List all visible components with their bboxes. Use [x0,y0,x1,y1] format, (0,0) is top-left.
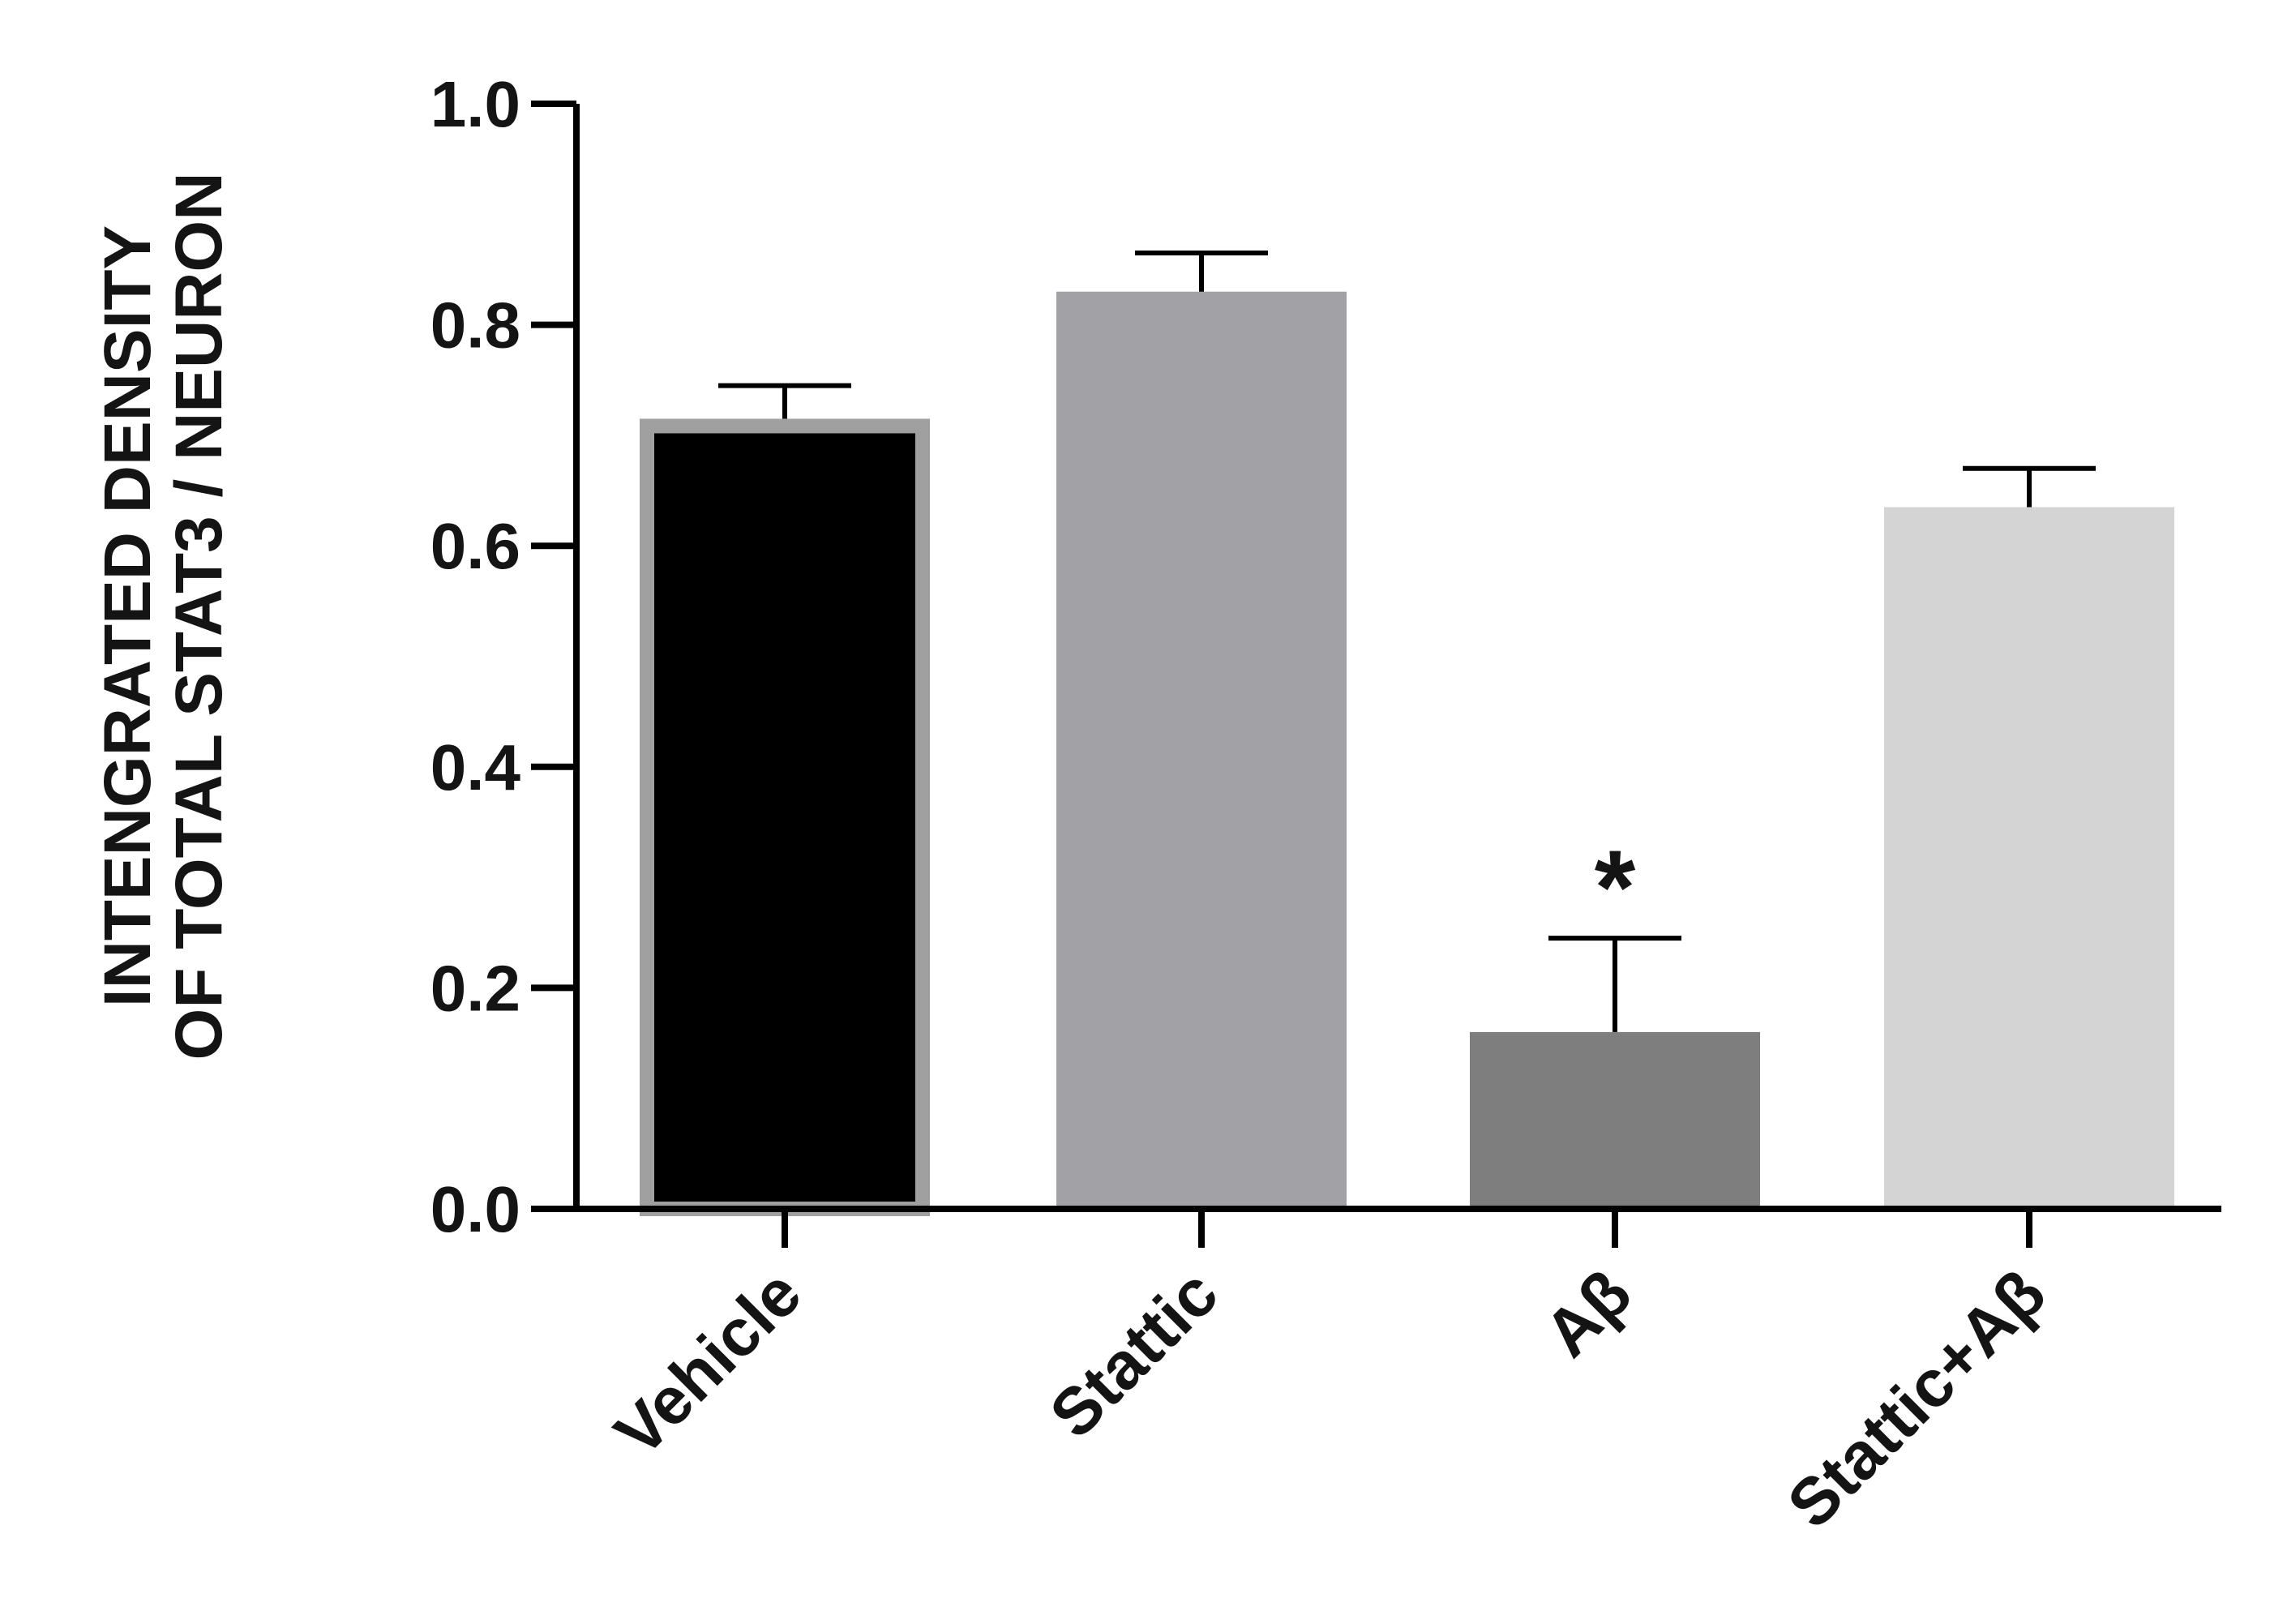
x-tick-label: Stattic+Aβ [1774,1256,2060,1542]
bar [640,418,930,1216]
axes [531,104,2221,1212]
bar [1884,507,2174,1209]
bar [1470,1031,1760,1209]
significance-marker: * [1595,828,1636,946]
x-tick-label: Stattic [1036,1256,1232,1452]
x-axis-labels: Vehicle Stattic Aβ Stattic+Aβ [602,1209,2060,1542]
y-tick-label: 0.6 [430,510,520,582]
y-tick-label: 0.2 [430,952,520,1024]
y-axis-label: INTENGRATED DENSITY OF TOTAL STAT3 / NEU… [91,173,236,1061]
x-tick-label: Vehicle [602,1256,816,1470]
y-axis-label-line-2: OF TOTAL STAT3 / NEURON [162,173,236,1061]
x-tick-label: Aβ [1531,1256,1646,1371]
y-tick-label: 0.0 [430,1173,520,1245]
bar [1056,291,1347,1210]
bars [640,291,2174,1216]
y-axis-label-line-1: INTENGRATED DENSITY [91,225,165,1007]
error-bars: * [718,251,2096,1032]
y-tick-label: 0.4 [430,731,521,803]
y-tick-label: 0.8 [430,289,520,362]
y-tick-label: 1.0 [430,68,520,140]
y-axis-ticks: 0.0 0.2 0.4 0.6 0.8 1.0 [430,68,576,1245]
